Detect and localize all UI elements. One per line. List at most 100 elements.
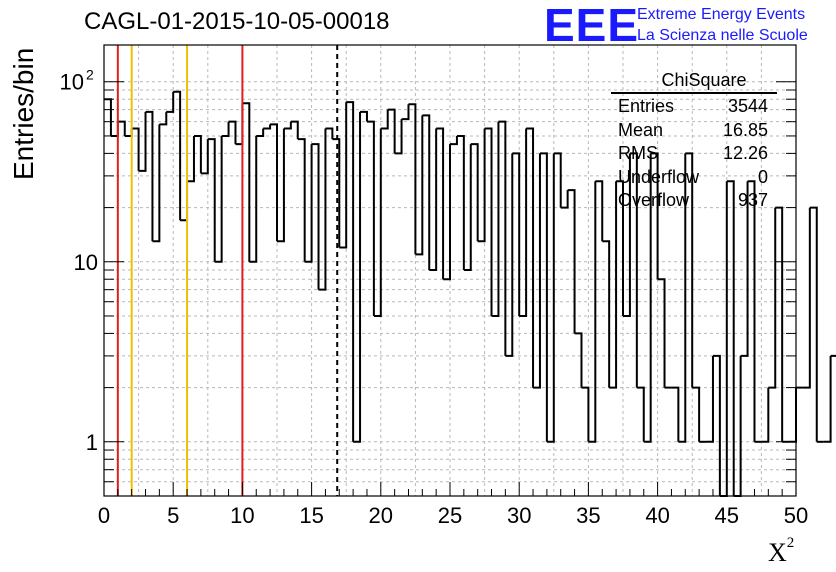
- stats-value: 3544: [727, 96, 768, 116]
- histogram-bin: [588, 181, 597, 443]
- histogram-bin: [809, 206, 818, 442]
- histogram-bin: [311, 143, 320, 290]
- histogram-bin: [353, 111, 362, 443]
- histogram-bin: [477, 128, 486, 243]
- histogram-bin: [104, 98, 112, 136]
- histogram-bin: [636, 386, 645, 442]
- y-axis-label: Entries/bin: [8, 47, 39, 180]
- x-tick-label: 40: [645, 503, 669, 528]
- x-tick-label: 45: [715, 503, 739, 528]
- histogram-bin: [187, 135, 195, 183]
- histogram-bin: [692, 386, 701, 442]
- histogram-bin: [470, 143, 479, 242]
- histogram-bin: [159, 111, 168, 126]
- stats-row: Entries 3544: [611, 94, 777, 118]
- stats-value: 16.85: [722, 119, 768, 140]
- histogram-bin: [117, 120, 126, 136]
- histogram-bin: [387, 108, 396, 154]
- histogram-bin: [297, 138, 306, 262]
- histogram-bin: [166, 91, 175, 113]
- logo-caption: Extreme Energy Events La Scienza nelle S…: [637, 4, 808, 46]
- y-tick-label: 10: [74, 250, 98, 275]
- histogram-bin: [643, 153, 652, 443]
- histogram-bin: [450, 135, 458, 146]
- stats-value: 937: [737, 190, 768, 210]
- histogram-bin: [180, 181, 189, 222]
- histogram-bin: [761, 387, 770, 443]
- histogram-bin: [152, 124, 161, 243]
- histogram-bin: [415, 115, 424, 256]
- histogram-bin: [332, 138, 341, 248]
- histogram-bin: [456, 134, 465, 271]
- histogram-bin: [214, 135, 223, 263]
- histogram-bin: [124, 128, 133, 137]
- histogram-bin: [325, 127, 334, 140]
- x-tick-label: 10: [230, 503, 254, 528]
- x-axis-label-base: X: [768, 538, 787, 567]
- logo-line-2: La Scienza nelle Scuole: [637, 27, 808, 44]
- histogram-bin: [726, 180, 735, 496]
- histogram-bin: [422, 114, 431, 271]
- reference-lines: [116, 45, 339, 496]
- histogram-bin: [512, 152, 521, 316]
- histogram-bin: [581, 386, 590, 442]
- histogram-bin: [401, 104, 410, 121]
- histogram-bin: [747, 180, 756, 442]
- histogram-bin: [650, 152, 659, 280]
- histogram-bin: [616, 180, 624, 316]
- histogram-bin: [173, 90, 182, 221]
- histogram-bin: [574, 332, 583, 388]
- stats-value: 0: [757, 166, 768, 187]
- stats-title: ChiSquare: [611, 70, 777, 94]
- y-tick-label: 10: [60, 70, 84, 95]
- x-axis-label-superscript: 2: [786, 535, 795, 552]
- y-tick-label: 1: [86, 430, 98, 455]
- histogram-bin: [789, 387, 797, 443]
- histogram-bin: [256, 128, 265, 137]
- histogram-bin: [491, 121, 500, 317]
- histogram-bin: [802, 207, 811, 389]
- histogram-bin: [228, 120, 237, 145]
- histogram-bin: [775, 206, 784, 442]
- histogram-bin: [283, 121, 292, 130]
- histogram-bin: [346, 101, 355, 442]
- histogram-bin: [193, 134, 202, 174]
- histogram-bin: [567, 189, 576, 334]
- stats-rows: Entries 3544 Mean 16.85 RMS 12.26 Underflow 0 Ov…: [611, 94, 777, 212]
- histogram-bin: [595, 180, 604, 242]
- histogram-bin: [110, 121, 119, 137]
- histogram-bin: [671, 386, 680, 442]
- histogram-bin: [290, 120, 299, 140]
- x-tick-label: 35: [576, 503, 600, 528]
- histogram-bin: [657, 278, 666, 388]
- histogram-bin: [394, 119, 403, 155]
- histogram-bin: [602, 240, 611, 388]
- histogram-bin: [339, 102, 348, 249]
- histogram-bin: [678, 153, 687, 443]
- eee-logo: EEE: [544, 0, 640, 51]
- histogram-bin: [318, 128, 327, 291]
- stats-row: Mean 16.85: [611, 118, 777, 142]
- histogram-bin: [823, 355, 832, 443]
- x-tick-label: 15: [299, 503, 323, 528]
- histogram-bin: [719, 181, 728, 497]
- histogram-bin: [277, 128, 285, 243]
- histogram-bin: [207, 138, 216, 262]
- histogram-bin: [740, 181, 749, 357]
- histogram-bin: [553, 152, 562, 208]
- histogram-bin: [623, 153, 631, 317]
- histogram-bin: [373, 128, 382, 317]
- plot-frame: [103, 44, 797, 497]
- histogram-bin: [712, 354, 721, 496]
- stats-label: Underflow: [618, 166, 700, 187]
- histogram-bin: [380, 109, 389, 130]
- x-axis-label: X2: [768, 535, 795, 568]
- histogram-bin: [263, 124, 272, 130]
- stats-label: RMS: [618, 143, 658, 163]
- logo-line-1: Extreme Energy Events: [637, 6, 806, 23]
- histogram-bin: [733, 355, 742, 497]
- histogram-bin: [560, 190, 569, 209]
- x-tick-label: 0: [98, 503, 110, 528]
